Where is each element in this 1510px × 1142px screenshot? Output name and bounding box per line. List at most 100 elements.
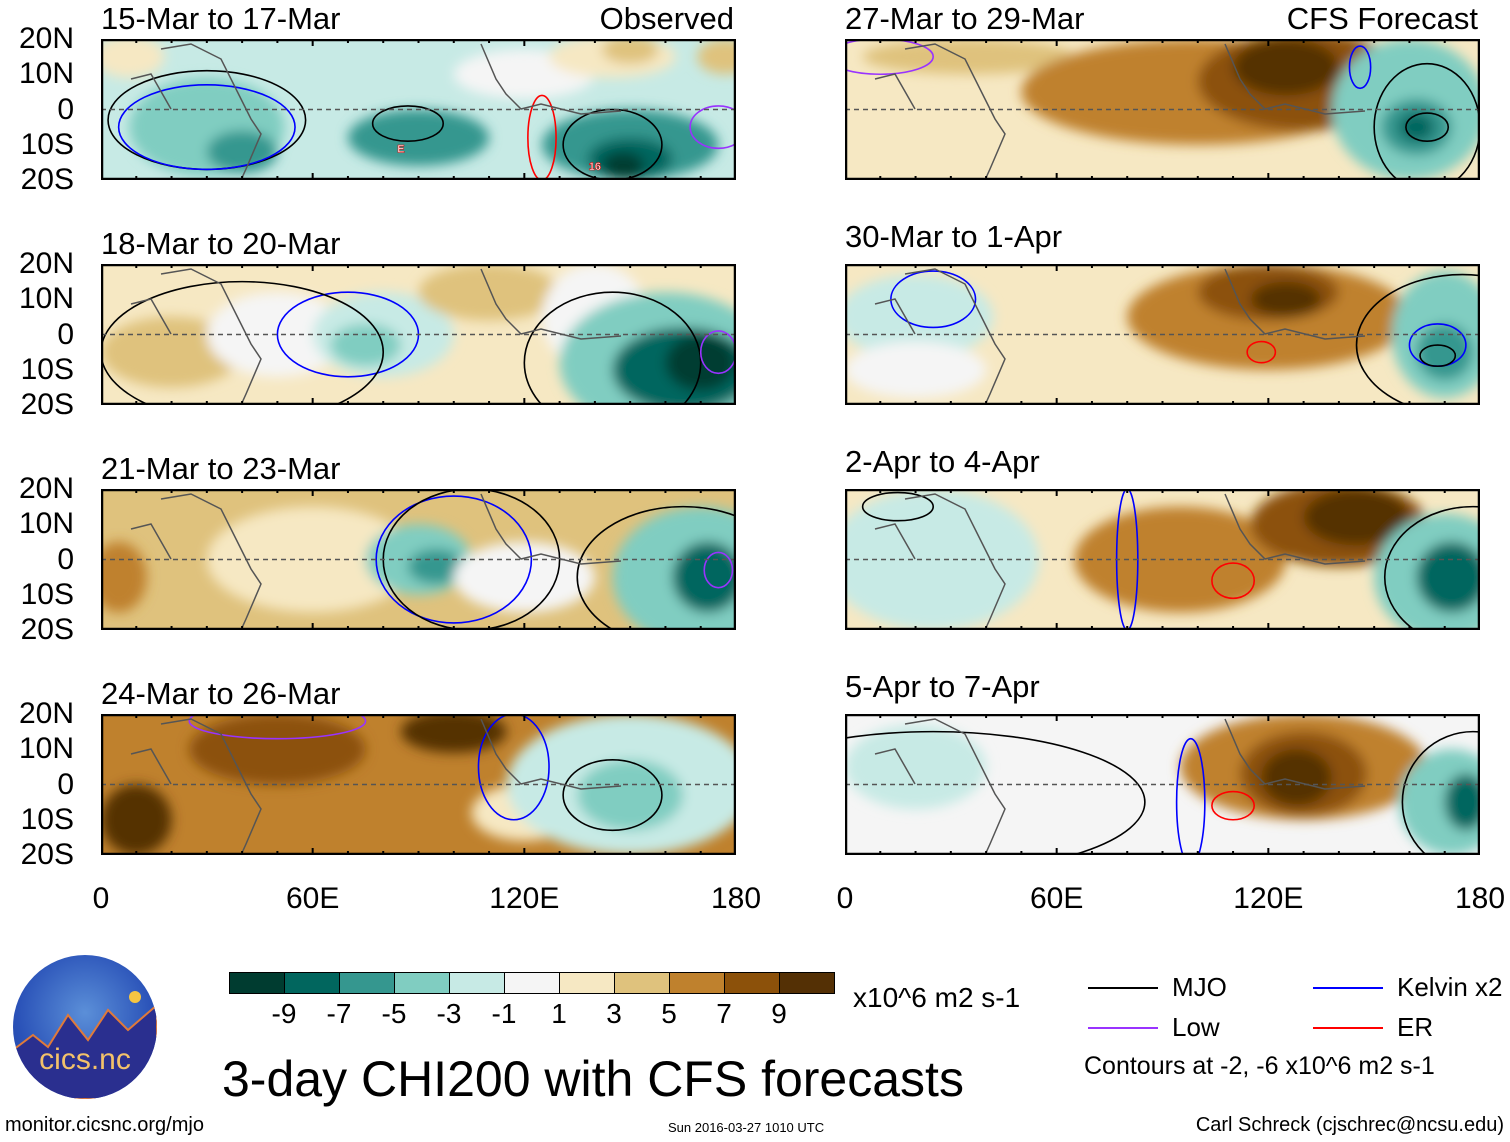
legend-label: Low [1172, 1012, 1220, 1042]
logo-mountains [13, 991, 157, 1099]
wave-contour [1405, 112, 1450, 143]
colorbar-tick-label: -9 [271, 998, 297, 1029]
colorbar-swatch [559, 972, 615, 994]
panel-frame [101, 489, 736, 630]
lat-tick-label: 10N [18, 732, 74, 766]
colorbar-tick-label: -7 [326, 998, 352, 1029]
chi200-anomaly-region [453, 541, 595, 613]
colorbar-swatch [229, 972, 285, 994]
lat-tick-label: 20S [20, 838, 74, 871]
legend-line-low [1088, 1027, 1158, 1029]
colorbar-tick-label: -3 [436, 998, 462, 1029]
map-panel [101, 714, 736, 855]
map-panel [845, 489, 1480, 630]
map-panel [845, 39, 1480, 180]
lat-tick-label: 20S [20, 388, 74, 421]
colorbar-tick-label: 1 [551, 998, 567, 1029]
panel-title: 21-Mar to 23-Mar [101, 451, 341, 486]
lon-tick-label: 0 [836, 882, 854, 915]
wave-contour [1211, 790, 1256, 821]
coastlines [874, 718, 1366, 855]
lat-tick-label: 20S [20, 613, 74, 646]
wave-contour [890, 270, 977, 329]
panel-frame [845, 714, 1480, 855]
chi200-anomaly-region [1250, 281, 1322, 317]
wave-contour [1246, 340, 1277, 364]
wave-contour [1211, 562, 1256, 600]
chi200-anomaly-region [577, 759, 684, 831]
chi200-anomaly-region [1444, 773, 1480, 831]
panel-source-label: Observed [599, 1, 734, 36]
lat-tick-label: 0 [57, 92, 74, 126]
footer-timestamp: Sun 2016-03-27 1010 UTC [668, 1120, 825, 1135]
panel-frame [845, 264, 1480, 405]
storm-label: E [397, 143, 404, 155]
legend-label: ER [1397, 1012, 1434, 1042]
coastlines [874, 493, 1366, 630]
lon-tick-label: 60E [285, 882, 340, 915]
chi200-anomaly-region [845, 341, 987, 398]
chi200-anomaly-region [1398, 113, 1435, 142]
logo-text: cics.nc [39, 1043, 131, 1076]
colorbar-tick-label: 9 [771, 998, 787, 1029]
lat-tick-label: 20N [18, 247, 74, 280]
legend-label: Kelvin x2 [1397, 972, 1503, 1002]
chi200-anomaly-region [601, 39, 659, 64]
colorbar-swatch [449, 972, 505, 994]
wave-contour [861, 491, 934, 522]
wave-contour [1175, 737, 1206, 855]
lon-tick-label: 180 [710, 882, 762, 915]
colorbar-swatch [669, 972, 725, 994]
colorbar-swatch [394, 972, 450, 994]
panel-title: 2-Apr to 4-Apr [845, 444, 1040, 479]
wave-contour [562, 759, 663, 832]
lat-tick-label: 20N [18, 472, 74, 505]
colorbar-tick-label: -1 [491, 998, 517, 1029]
lat-tick-label: 10S [20, 352, 74, 386]
colorbar-swatch [724, 972, 780, 994]
panel-source-label: CFS Forecast [1286, 1, 1478, 36]
colorbar-swatch [284, 972, 340, 994]
logo: cics.nc [13, 955, 157, 1099]
coastlines [130, 43, 622, 180]
coastlines [130, 718, 622, 855]
legend-label: MJO [1172, 972, 1227, 1002]
panel-frame [101, 39, 736, 180]
lat-tick-label: 0 [57, 767, 74, 801]
footer-author: Carl Schreck (cjschrec@ncsu.edu) [1195, 1114, 1504, 1136]
wave-contour [371, 105, 444, 143]
map-panel [101, 264, 736, 405]
panel-title: 24-Mar to 26-Mar [101, 676, 341, 711]
wave-contour [562, 108, 663, 180]
panel-title: 15-Mar to 17-Mar [101, 1, 341, 36]
chi200-anomaly-region [101, 784, 172, 855]
panel-frame [101, 264, 736, 405]
colorbar-swatch [779, 972, 835, 994]
map-panel [845, 264, 1480, 405]
figure-title: 3-day CHI200 with CFS forecasts [222, 1051, 964, 1107]
wave-contour [188, 714, 367, 740]
chi200-anomaly-region [697, 39, 736, 75]
colorbar-swatch [504, 972, 560, 994]
chi200-anomaly-region [407, 548, 465, 585]
footer-url[interactable]: monitor.cicsnc.org/mjo [5, 1114, 204, 1136]
wave-contour [477, 714, 550, 821]
chi200-anomaly-region [101, 39, 165, 78]
wave-contour [845, 39, 934, 76]
lat-tick-label: 10N [18, 57, 74, 91]
colorbar-tick-label: 7 [716, 998, 732, 1029]
colorbar-tick-label: 3 [606, 998, 622, 1029]
wave-contour [845, 730, 1146, 855]
lat-tick-label: 20N [18, 22, 74, 55]
chi200-anomaly-region [418, 264, 560, 321]
chi200-anomaly-region [1261, 749, 1332, 806]
wave-contour [689, 105, 736, 150]
panel-title: 30-Mar to 1-Apr [845, 219, 1063, 254]
lat-tick-label: 10N [18, 507, 74, 541]
lat-tick-label: 10S [20, 127, 74, 161]
wave-contour [375, 495, 533, 624]
legend-line-mjo [1088, 987, 1158, 989]
chi200-anomaly-region [601, 151, 645, 180]
wave-contour [1355, 273, 1480, 405]
